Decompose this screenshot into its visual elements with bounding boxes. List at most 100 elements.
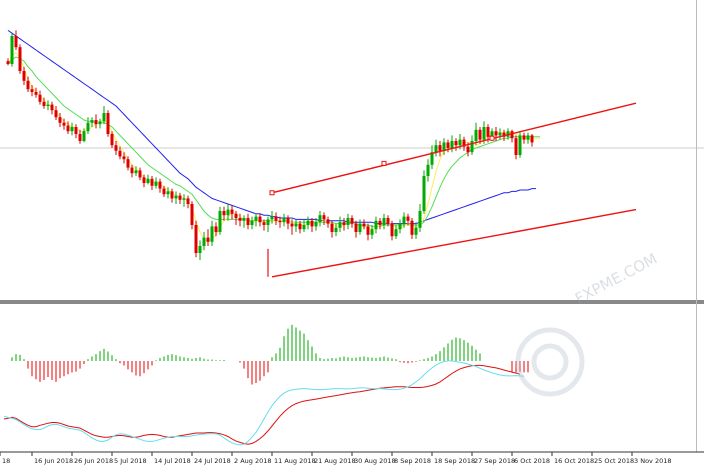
channel-anchor (269, 190, 275, 196)
candle-body (374, 220, 378, 230)
candle-body (270, 216, 274, 220)
candle (530, 134, 534, 147)
x-tick-label: 18 Sep 2018 (434, 457, 475, 465)
candle-body (26, 80, 30, 90)
candle (370, 225, 374, 239)
candle-body (454, 141, 458, 146)
candle-body (322, 215, 326, 220)
candle-body (482, 127, 486, 140)
x-tick-label: 2 Aug 2018 (234, 457, 272, 465)
candle (406, 213, 410, 225)
candle-body (470, 141, 474, 153)
candle-body (510, 131, 514, 139)
candle (162, 185, 166, 197)
candle-body (146, 178, 150, 183)
candle-body (134, 170, 138, 174)
candle (86, 117, 90, 134)
candle (250, 216, 254, 230)
x-tick-label: 16 Jun 2018 (34, 457, 73, 465)
candle (222, 206, 226, 221)
candle (338, 216, 342, 232)
candle (94, 114, 98, 129)
candle (142, 174, 146, 188)
candle-body (298, 223, 302, 230)
candle (474, 122, 478, 146)
candle (366, 223, 370, 241)
candle (106, 110, 110, 137)
candle (22, 66, 26, 85)
candle (310, 218, 314, 232)
candle (110, 131, 114, 148)
candle-body (210, 226, 214, 242)
candle (98, 118, 102, 129)
candle-body (226, 209, 230, 216)
candle (294, 219, 298, 232)
candle-body (278, 220, 282, 223)
candle-body (314, 222, 318, 227)
candle (286, 215, 290, 230)
candle (438, 141, 442, 157)
candle (258, 213, 262, 227)
candle-body (258, 216, 262, 223)
candle-body (6, 61, 10, 64)
candle-body (490, 131, 494, 137)
x-tick-label: 16 Oct 2018 (554, 457, 594, 465)
candle-body (530, 135, 534, 143)
candle (498, 128, 502, 140)
candle (174, 191, 178, 204)
candle (146, 174, 150, 185)
candle (170, 188, 174, 203)
channel-line-upper (271, 102, 637, 194)
candle (418, 204, 422, 232)
candle (254, 213, 258, 227)
candle-body (370, 229, 374, 235)
candle-body (442, 142, 446, 151)
candle-body (414, 227, 418, 235)
candle-body (218, 211, 222, 232)
candle (422, 170, 426, 214)
candle (306, 216, 310, 230)
candle-body (294, 223, 298, 227)
candle (262, 219, 266, 231)
candle (194, 220, 198, 258)
candle-body (190, 204, 194, 225)
oscillator-line-signal (3, 364, 521, 445)
candle-body (434, 145, 438, 153)
candle (234, 211, 238, 225)
candle-body (178, 195, 182, 200)
candle (238, 213, 242, 227)
candle-body (158, 181, 162, 189)
candle-body (266, 219, 270, 225)
price-panel (0, 29, 704, 278)
candle-body (194, 225, 198, 253)
candle (182, 194, 186, 207)
candle (50, 101, 54, 115)
candle (298, 220, 302, 234)
candle (354, 220, 358, 238)
candle (102, 106, 106, 125)
candle (266, 216, 270, 232)
candle (14, 30, 18, 50)
x-tick-label: 11 Aug 2018 (274, 457, 316, 465)
candle-body (206, 237, 210, 242)
candle (134, 166, 138, 176)
candle-body (162, 188, 166, 195)
candle-body (418, 211, 422, 228)
candle-body (358, 223, 362, 232)
candle (470, 135, 474, 155)
candle-body (46, 104, 50, 106)
oscillator-line-main (3, 360, 525, 446)
candle-body (174, 195, 178, 199)
candle (410, 218, 414, 239)
candle (362, 219, 366, 230)
candle-body (78, 134, 82, 141)
candle (6, 58, 10, 66)
candle (398, 219, 402, 234)
candle-body (66, 125, 70, 132)
candle-body (346, 218, 350, 225)
candle (150, 176, 154, 190)
candle-body (486, 127, 490, 137)
candle (74, 124, 78, 139)
candle-body (406, 216, 410, 221)
